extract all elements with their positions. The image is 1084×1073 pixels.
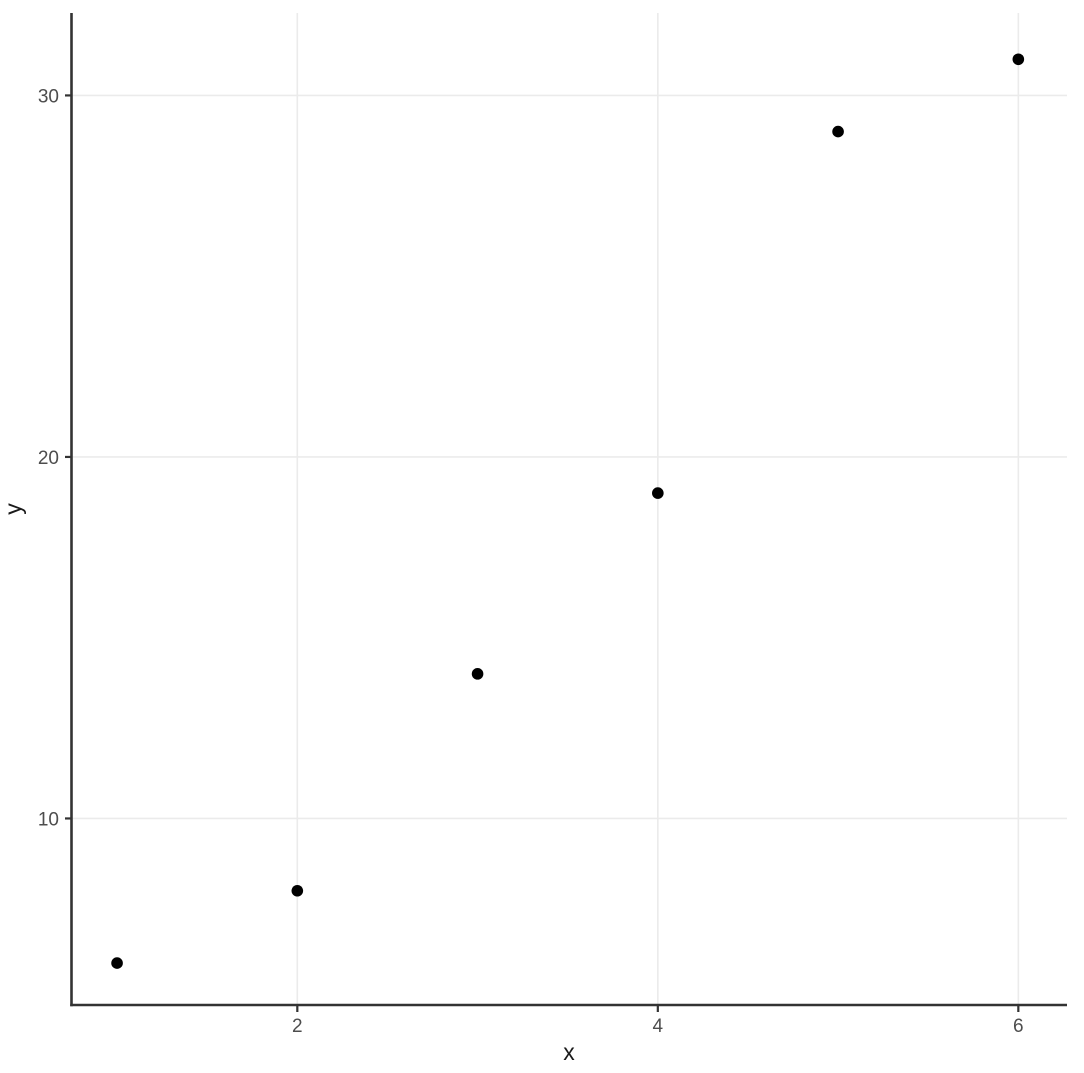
y-tick-label-30: 30 (38, 86, 59, 107)
tick-label-layer: 10 20 30 2 4 6 (38, 86, 1024, 1037)
data-point-layer (111, 53, 1025, 969)
y-tick-label-20: 20 (38, 448, 59, 469)
data-point-1 (111, 957, 123, 969)
data-point-4 (652, 487, 664, 499)
data-point-2 (291, 884, 304, 897)
x-tick-label-2: 2 (292, 1016, 303, 1037)
axis-layer (70, 13, 1067, 1007)
tick-layer (65, 94, 1020, 1012)
data-point-3 (471, 668, 484, 680)
y-axis-title: y (0, 503, 26, 515)
grid-layer (72, 13, 1067, 1005)
x-tick-label-4: 4 (653, 1016, 664, 1037)
data-point-5 (832, 125, 844, 138)
x-tick-label-6: 6 (1013, 1016, 1024, 1037)
data-point-6 (1012, 53, 1025, 66)
y-tick-label-10: 10 (38, 809, 59, 830)
x-axis-title: x (563, 1039, 575, 1065)
